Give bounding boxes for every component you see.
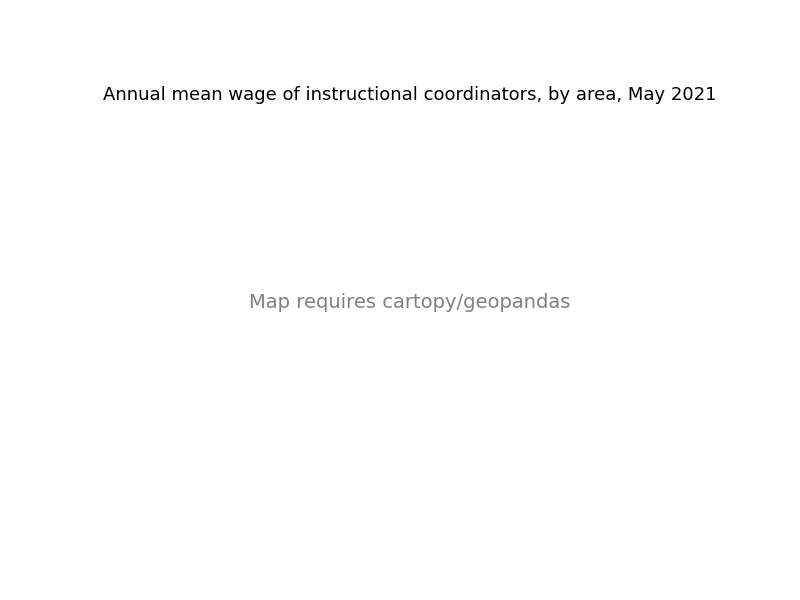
Text: Map requires cartopy/geopandas: Map requires cartopy/geopandas xyxy=(250,293,570,313)
Text: Annual mean wage of instructional coordinators, by area, May 2021: Annual mean wage of instructional coordi… xyxy=(103,86,717,104)
